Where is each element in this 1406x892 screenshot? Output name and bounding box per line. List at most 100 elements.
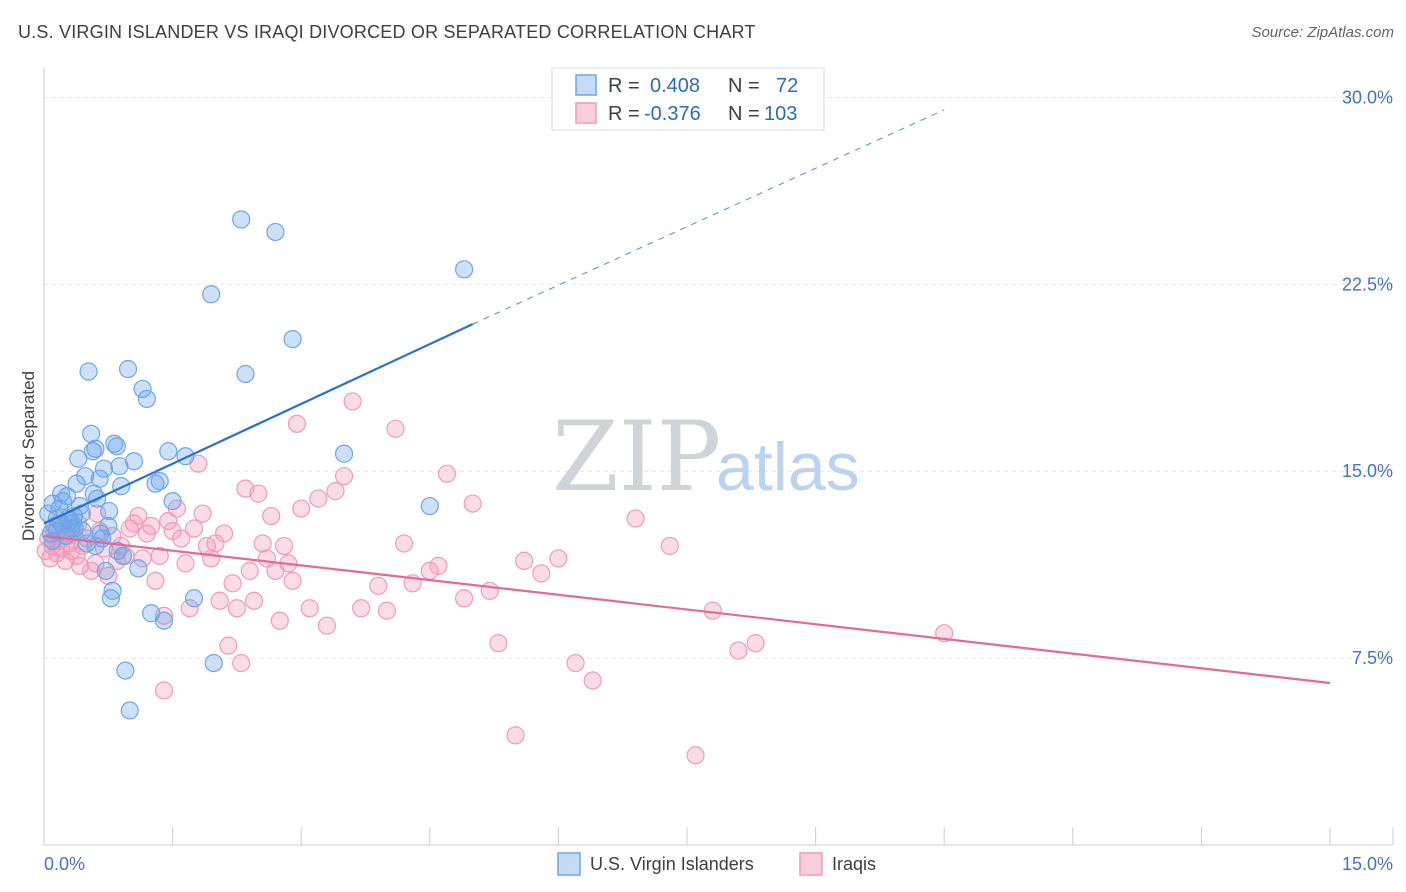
virgin-islanders-point — [176, 447, 195, 466]
iraqis-point — [270, 611, 289, 630]
virgin-islanders-point — [204, 653, 223, 673]
legend-swatch-blue — [575, 74, 597, 96]
virgin-islanders-point — [150, 472, 169, 491]
virgin-islanders-point — [69, 449, 88, 468]
iraqis-point — [352, 599, 371, 618]
iraqis-point — [437, 464, 457, 483]
iraqis-point — [274, 536, 294, 556]
legend-r-value: -0.376 — [644, 103, 701, 125]
source-label: Source: ZipAtlas.com — [1251, 24, 1394, 41]
bottom-legend-swatch-pink — [799, 852, 823, 876]
iraqis-point — [176, 554, 195, 573]
iraqis-point — [463, 494, 482, 513]
watermark-atlas: atlas — [716, 429, 860, 505]
iraqis-point — [489, 634, 508, 653]
x-tick-label: 15.0% — [1342, 854, 1393, 874]
virgin-islanders-point — [105, 434, 124, 453]
iraqis-point — [240, 561, 259, 580]
iraqis-point — [232, 653, 251, 673]
virgin-islanders-point — [116, 661, 135, 680]
legend-swatch-pink — [575, 102, 597, 124]
trend-lines — [43, 109, 1331, 685]
iraqis-point — [292, 499, 311, 518]
iraqis-point — [202, 549, 221, 568]
iraqis-point — [99, 566, 118, 585]
virgin-islanders-point — [107, 437, 126, 456]
iraqis-point — [377, 601, 397, 620]
virgin-islanders-point — [103, 581, 122, 600]
iraqis-point — [660, 536, 679, 556]
virgin-islanders-point — [43, 531, 62, 551]
legend-r-label: R = — [608, 103, 640, 125]
iraqis-point — [626, 509, 645, 528]
virgin-islanders-point — [86, 536, 105, 556]
iraqis-point — [210, 591, 229, 610]
legend-r-label: R = — [608, 75, 640, 97]
virgin-islanders-point — [154, 611, 174, 630]
watermark-zip: ZIP — [552, 401, 721, 513]
virgin-islanders-point — [100, 501, 119, 521]
watermark: ZIP atlas — [552, 401, 860, 513]
legend-n-label: N = — [728, 103, 760, 125]
y-tick-label: 30.0% — [1342, 87, 1393, 107]
iraqis-point — [317, 616, 337, 635]
iraqis-point — [159, 511, 178, 531]
y-tick-label: 22.5% — [1342, 274, 1393, 294]
virgin-islanders-point — [120, 701, 139, 720]
virgin-islanders-point — [101, 589, 120, 608]
trend-line-iraqis — [43, 534, 1331, 685]
iraqis-point — [180, 599, 199, 618]
iraqis-point — [70, 556, 90, 575]
bottom-legend-label: U.S. Virgin Islanders — [590, 854, 754, 874]
iraqis-point — [326, 482, 345, 501]
iraqis-point — [369, 576, 388, 595]
virgin-islanders-point — [112, 477, 131, 496]
virgin-islanders-point — [202, 285, 221, 304]
virgin-islanders-point — [334, 444, 354, 463]
virgin-islanders-point — [163, 491, 182, 511]
iraqis-point — [515, 551, 534, 571]
iraqis-point — [142, 516, 161, 536]
bottom-legend-label: Iraqis — [832, 854, 876, 874]
iraqis-point — [172, 529, 191, 548]
legend-n-label: N = — [728, 75, 760, 97]
virgin-islanders-point — [232, 210, 251, 229]
virgin-islanders-point — [133, 379, 152, 399]
iraqis-point — [532, 564, 551, 583]
iraqis-point — [746, 634, 765, 653]
iraqis-point — [193, 504, 212, 523]
virgin-islanders-point — [113, 546, 132, 566]
virgin-islanders-point — [283, 330, 302, 349]
virgin-islanders-point — [420, 496, 439, 516]
virgin-islanders-point — [108, 541, 127, 561]
series-iraqis-points — [36, 392, 954, 765]
iraqis-point — [583, 671, 602, 690]
iraqis-point — [184, 519, 204, 538]
virgin-islanders-point — [47, 521, 66, 541]
virgin-islanders-point — [52, 484, 71, 503]
virgin-islanders-point — [137, 389, 156, 409]
iraqis-point — [146, 571, 165, 590]
iraqis-point — [386, 419, 405, 438]
top-legend: R = 0.408 N = 72 R = -0.376 N = 103 — [551, 67, 825, 131]
iraqis-point — [300, 599, 319, 618]
iraqis-point — [150, 546, 169, 566]
iraqis-point — [394, 534, 414, 553]
y-tick-label: 7.5% — [1352, 648, 1393, 668]
iraqis-point — [429, 556, 448, 575]
virgin-islanders-point — [65, 519, 84, 538]
iraqis-point — [154, 681, 174, 700]
virgin-islanders-point — [99, 516, 118, 536]
virgin-islanders-point — [94, 459, 114, 478]
bottom-legend: U.S. Virgin Islanders Iraqis — [557, 852, 876, 876]
iraqis-point — [262, 506, 281, 526]
legend-n-value: 103 — [764, 103, 797, 125]
y-tick-label: 15.0% — [1342, 461, 1393, 481]
iraqis-point — [480, 581, 499, 600]
iraqis-point — [129, 506, 148, 526]
iraqis-point — [549, 549, 568, 568]
iraqis-point — [309, 489, 328, 508]
x-tick-label: 0.0% — [44, 854, 85, 874]
virgin-islanders-point — [454, 260, 474, 279]
x-tick-labels: 0.0% 15.0% — [44, 854, 1393, 874]
